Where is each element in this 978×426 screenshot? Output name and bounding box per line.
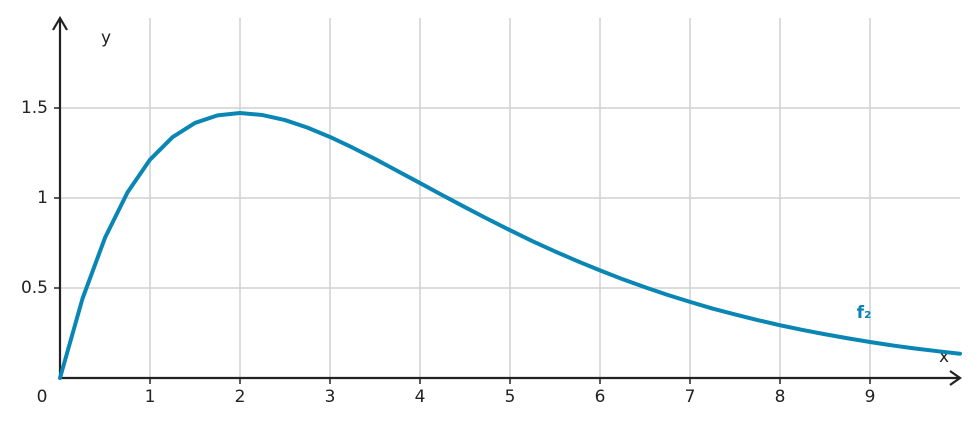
y-tick-label: 1 [37,188,48,208]
origin-label: 0 [37,387,48,407]
x-tick-label: 7 [685,387,696,407]
y-tick-label: 1.5 [21,98,48,118]
x-tick-label: 5 [505,387,516,407]
y-tick-label: 0.5 [21,278,48,298]
x-tick-label: 2 [235,387,246,407]
x-tick-label: 6 [595,387,606,407]
series-line [58,111,962,380]
series-label: f₂ [857,303,872,323]
x-tick-label: 4 [415,387,426,407]
x-tick-label: 8 [775,387,786,407]
y-axis-label: y [101,28,111,48]
x-tick-label: 1 [145,387,156,407]
x-tick-label: 9 [865,387,876,407]
y-axis-arrow [52,15,68,31]
x-axis-arrow [949,370,962,386]
x-tick-label: 3 [325,387,336,407]
grid [60,18,960,378]
x-axis-label: x [939,347,949,367]
